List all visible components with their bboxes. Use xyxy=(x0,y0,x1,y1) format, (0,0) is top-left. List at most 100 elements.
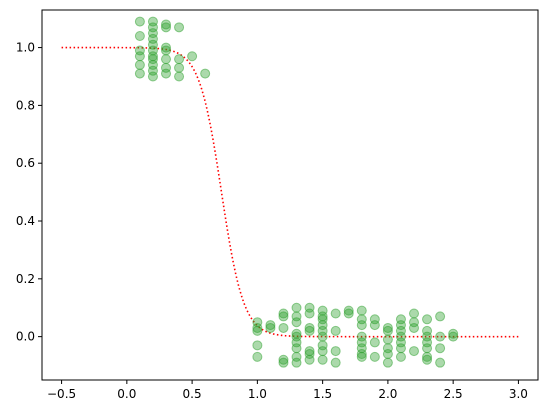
data-point xyxy=(147,39,158,50)
data-point xyxy=(291,343,302,354)
data-point xyxy=(422,325,433,336)
data-point xyxy=(161,45,171,56)
data-point xyxy=(174,62,185,73)
data-point xyxy=(435,331,446,342)
data-point xyxy=(317,331,328,342)
y-tick-label: 0.2 xyxy=(16,272,35,286)
data-point xyxy=(330,308,341,319)
data-point xyxy=(291,317,302,328)
data-point xyxy=(161,42,171,53)
data-point xyxy=(356,351,367,362)
data-point xyxy=(134,51,145,62)
data-point xyxy=(422,351,433,362)
data-point xyxy=(291,337,302,348)
data-point xyxy=(448,331,459,342)
data-point xyxy=(134,45,145,56)
data-point xyxy=(291,302,302,313)
data-point xyxy=(291,331,302,342)
data-point xyxy=(134,68,145,79)
data-point xyxy=(174,22,185,33)
data-point xyxy=(330,357,341,368)
data-point xyxy=(161,22,171,33)
data-point xyxy=(147,28,158,39)
data-point xyxy=(147,16,158,27)
data-point xyxy=(147,22,158,33)
data-point xyxy=(395,314,406,325)
y-tick-label: 0.6 xyxy=(16,156,35,170)
data-point xyxy=(330,325,341,336)
data-point xyxy=(317,314,328,325)
data-point xyxy=(409,322,419,333)
x-tick-label: −0.5 xyxy=(47,387,76,401)
data-point xyxy=(147,65,158,76)
data-point xyxy=(369,320,380,331)
x-tick-label: 1.0 xyxy=(248,387,267,401)
x-tick-label: 3.0 xyxy=(509,387,528,401)
data-point xyxy=(265,320,276,331)
data-point xyxy=(330,346,341,357)
data-point xyxy=(409,308,419,319)
data-point xyxy=(317,320,328,331)
data-point xyxy=(422,343,433,354)
data-point xyxy=(304,348,315,359)
data-point xyxy=(356,331,367,342)
data-point xyxy=(174,54,185,65)
data-point xyxy=(395,331,406,342)
x-tick-label: 1.5 xyxy=(313,387,332,401)
data-point xyxy=(382,322,393,333)
data-point xyxy=(422,337,433,348)
data-point xyxy=(382,343,393,354)
axes-frame xyxy=(41,9,539,381)
data-points-layer xyxy=(134,16,459,368)
data-point xyxy=(343,308,354,319)
data-point xyxy=(382,357,393,368)
data-point xyxy=(395,337,406,348)
data-point xyxy=(304,308,315,319)
x-tick-label: 2.5 xyxy=(444,387,463,401)
data-point xyxy=(161,68,171,79)
data-point xyxy=(356,305,367,316)
data-point xyxy=(161,54,171,65)
data-point xyxy=(147,59,158,70)
data-point xyxy=(291,351,302,362)
data-point xyxy=(382,348,393,359)
data-point xyxy=(382,325,393,336)
data-point xyxy=(174,71,185,82)
data-point xyxy=(304,322,315,333)
data-point xyxy=(147,33,158,44)
y-tick-label: 1.0 xyxy=(16,41,35,55)
fitted-curve-layer xyxy=(61,46,519,338)
y-tick-label: 0.4 xyxy=(16,214,35,228)
x-tick-label: 2.0 xyxy=(378,387,397,401)
data-point xyxy=(291,311,302,322)
data-point xyxy=(252,351,263,362)
data-point xyxy=(200,68,211,79)
data-point xyxy=(147,54,158,65)
data-point xyxy=(304,325,315,336)
data-point xyxy=(317,346,328,357)
data-point xyxy=(134,16,145,27)
data-point xyxy=(356,348,367,359)
data-point xyxy=(317,354,328,365)
data-point xyxy=(422,314,433,325)
data-point xyxy=(304,302,315,313)
data-point xyxy=(356,320,367,331)
data-point xyxy=(278,308,289,319)
data-point xyxy=(265,322,276,333)
fitted-curve xyxy=(61,46,519,338)
data-point xyxy=(369,314,380,325)
data-point xyxy=(252,340,263,351)
data-point xyxy=(278,311,289,322)
data-point xyxy=(343,305,354,316)
data-point xyxy=(395,325,406,336)
data-point xyxy=(409,317,419,328)
data-point xyxy=(395,351,406,362)
data-point xyxy=(252,322,263,333)
x-tick-label: 0.0 xyxy=(117,387,136,401)
data-point xyxy=(317,340,328,351)
data-point xyxy=(304,354,315,365)
data-point xyxy=(435,357,446,368)
data-point xyxy=(291,357,302,368)
data-point xyxy=(382,334,393,345)
